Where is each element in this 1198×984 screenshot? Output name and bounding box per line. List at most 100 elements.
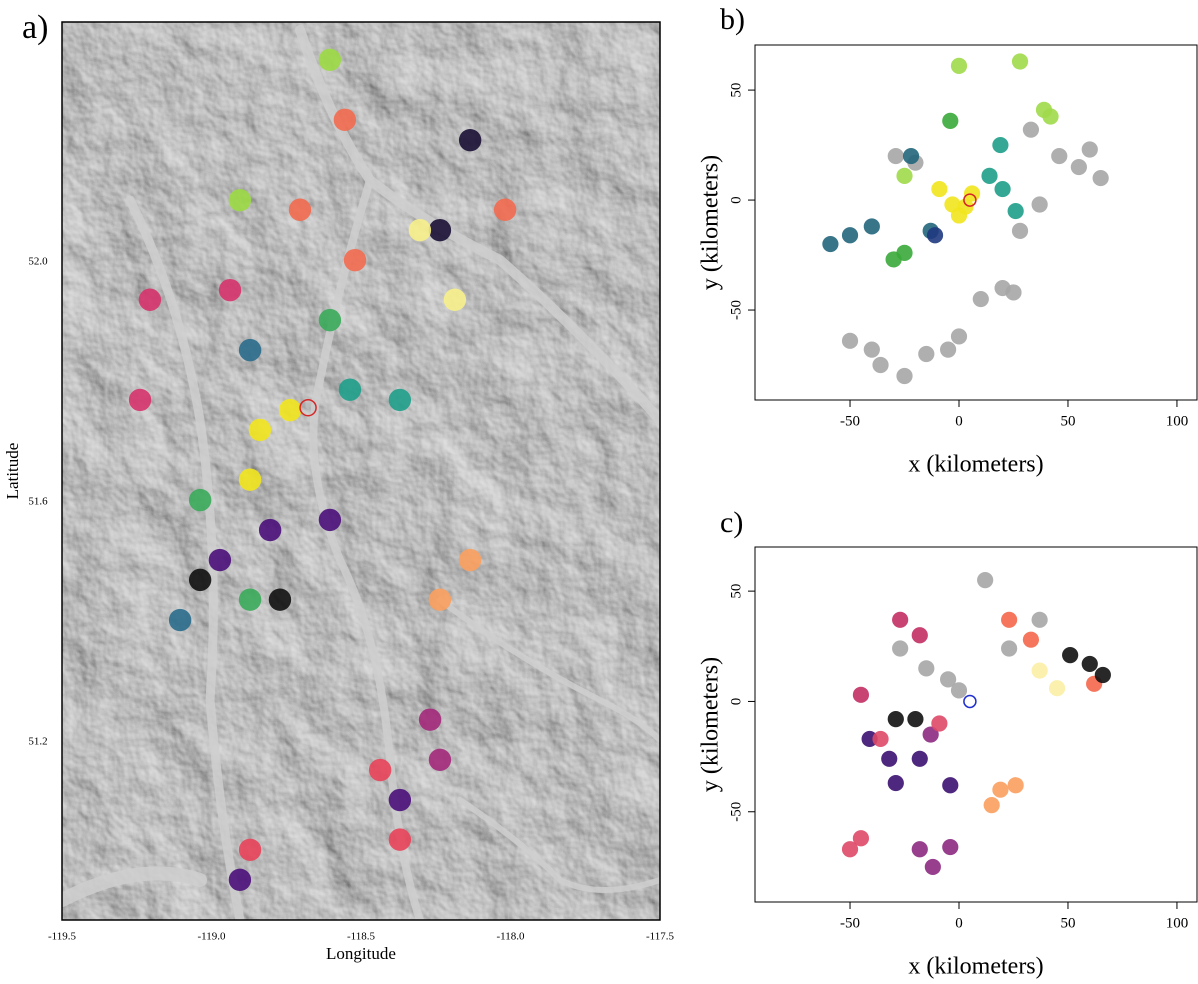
x-tick-label: 100 (1166, 915, 1189, 931)
point (389, 389, 411, 411)
point (951, 207, 967, 223)
point (912, 841, 928, 857)
x-tick-label: -118.5 (347, 931, 376, 943)
point (1023, 122, 1039, 138)
point (389, 828, 411, 850)
panel-label: a) (22, 9, 48, 46)
point (931, 181, 947, 197)
point (931, 715, 947, 731)
location-marker (964, 695, 976, 707)
y-tick-label: 0 (728, 698, 744, 706)
point (992, 137, 1008, 153)
point (888, 148, 904, 164)
y-tick-label: 51.2 (28, 735, 47, 747)
point (239, 468, 261, 490)
point (842, 333, 858, 349)
x-tick-label: 100 (1166, 413, 1189, 429)
point (249, 419, 271, 441)
point (459, 549, 481, 571)
point (942, 839, 958, 855)
point (269, 588, 291, 610)
x-axis-label: x (kilometers) (908, 954, 1043, 980)
point (239, 588, 261, 610)
point (964, 185, 980, 201)
y-tick-label: 50 (728, 83, 744, 98)
point (239, 839, 261, 861)
point (864, 342, 880, 358)
x-tick-label: -119.5 (48, 931, 77, 943)
x-tick-label: 0 (955, 413, 963, 429)
y-axis-label: Latitude (3, 443, 22, 500)
point (822, 236, 838, 252)
point (169, 609, 191, 631)
point (864, 218, 880, 234)
point (973, 291, 989, 307)
panel-label: c) (720, 506, 743, 539)
points (822, 53, 1108, 384)
point (219, 279, 241, 301)
point (1032, 196, 1048, 212)
point (139, 289, 161, 311)
point (892, 612, 908, 628)
point (289, 199, 311, 221)
point (229, 189, 251, 211)
point (1051, 148, 1067, 164)
point (992, 782, 1008, 798)
plot-frame (755, 547, 1197, 902)
y-tick-label: 51.6 (28, 495, 48, 507)
point (918, 660, 934, 676)
point (1008, 203, 1024, 219)
point (912, 751, 928, 767)
point (977, 572, 993, 588)
point (853, 687, 869, 703)
point (1012, 53, 1028, 69)
point (429, 749, 451, 771)
point (494, 199, 516, 221)
point (279, 399, 301, 421)
point (942, 113, 958, 129)
y-axis-label: y (kilometers) (698, 657, 724, 792)
point (853, 830, 869, 846)
point (872, 357, 888, 373)
page: a)LongitudeLatitude-119.5-119.0-118.5-11… (0, 0, 1198, 984)
x-tick-label: 50 (1060, 915, 1075, 931)
point (429, 588, 451, 610)
point (419, 708, 441, 730)
point (951, 58, 967, 74)
point (1095, 667, 1111, 683)
point (1042, 108, 1058, 124)
point (896, 368, 912, 384)
point (940, 342, 956, 358)
point (1082, 656, 1098, 672)
point (229, 869, 251, 891)
point (189, 489, 211, 511)
point (951, 682, 967, 698)
point (344, 249, 366, 271)
point (1001, 640, 1017, 656)
y-tick-label: -50 (728, 802, 744, 822)
figure: a)LongitudeLatitude-119.5-119.0-118.5-11… (0, 0, 1198, 984)
panel-label: b) (720, 3, 745, 36)
point (259, 519, 281, 541)
point (319, 509, 341, 531)
y-tick-label: 0 (728, 196, 744, 204)
x-tick-label: -117.5 (646, 931, 675, 943)
point (209, 549, 231, 571)
point (912, 627, 928, 643)
point (1001, 612, 1017, 628)
x-axis-label: Longitude (326, 944, 396, 963)
y-axis-label: y (kilometers) (698, 155, 724, 290)
point (1012, 223, 1028, 239)
x-tick-label: 0 (955, 915, 963, 931)
point (925, 859, 941, 875)
point (994, 181, 1010, 197)
point (1082, 141, 1098, 157)
x-axis-label: x (kilometers) (908, 452, 1043, 478)
point (1023, 632, 1039, 648)
point (1071, 159, 1087, 175)
x-tick-label: -50 (840, 915, 860, 931)
point (444, 289, 466, 311)
point (129, 389, 151, 411)
point (951, 328, 967, 344)
point (1049, 680, 1065, 696)
